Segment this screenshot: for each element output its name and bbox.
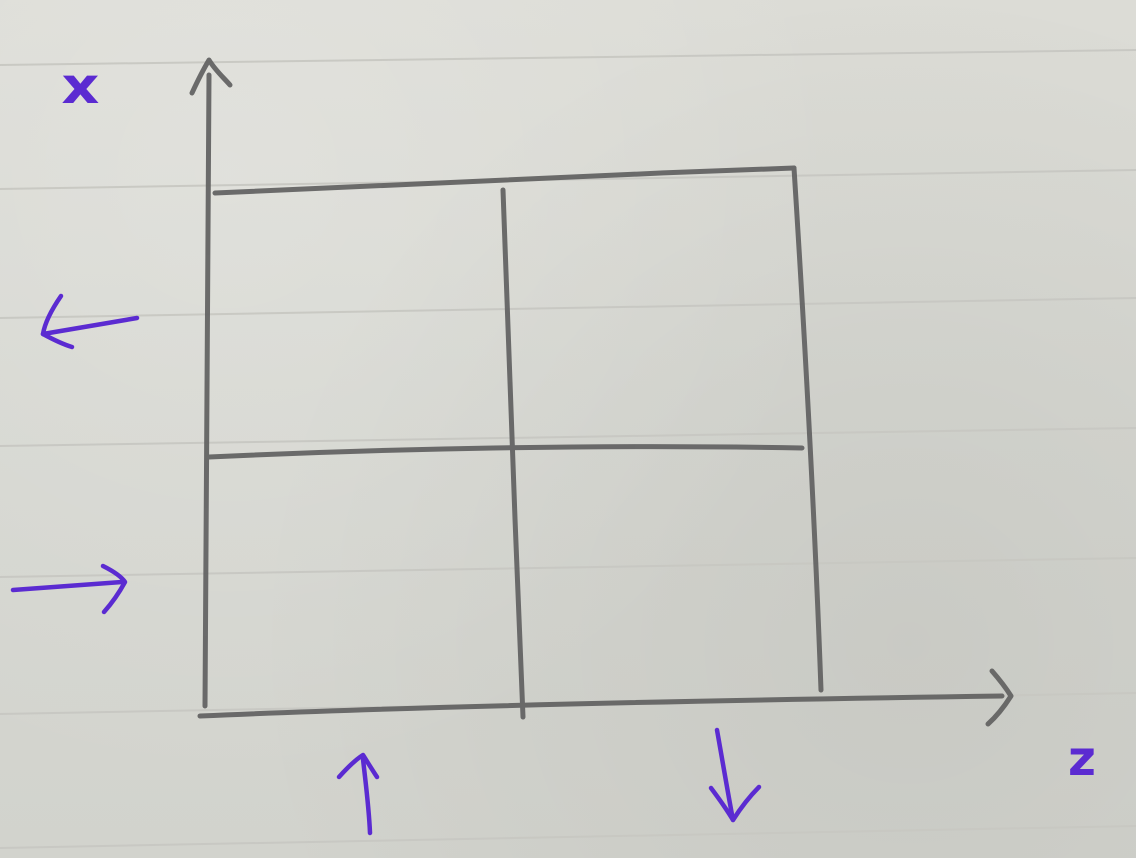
ruled-line bbox=[0, 49, 1136, 66]
grid-right-line bbox=[791, 165, 824, 693]
pencil-grid bbox=[189, 57, 1014, 727]
up-arrow-head bbox=[336, 752, 380, 780]
vertical-axis-arrowhead bbox=[189, 57, 233, 96]
grid-middle-line bbox=[206, 444, 805, 460]
horizontal-axis-arrowhead bbox=[985, 668, 1014, 727]
down-arrow-head bbox=[708, 784, 762, 823]
vertical-axis-label: x bbox=[61, 56, 99, 115]
down-arrow bbox=[714, 727, 736, 823]
ruled-line bbox=[0, 297, 1136, 319]
up-arrow bbox=[360, 756, 373, 836]
ruled-line bbox=[0, 825, 1136, 849]
ruled-line bbox=[0, 427, 1136, 447]
right-arrow bbox=[10, 579, 125, 593]
horizontal-axis-line bbox=[197, 693, 1005, 719]
ink-annotations bbox=[10, 293, 762, 836]
vertical-axis-line bbox=[202, 72, 212, 709]
left-arrow bbox=[40, 315, 140, 337]
grid-top-line bbox=[212, 165, 797, 196]
grid-inner-vertical-line bbox=[500, 187, 526, 720]
right-arrow-head bbox=[100, 563, 128, 615]
left-arrow-head bbox=[40, 293, 75, 350]
horizontal-axis-label: z bbox=[1068, 731, 1096, 787]
ruled-line bbox=[0, 557, 1136, 578]
